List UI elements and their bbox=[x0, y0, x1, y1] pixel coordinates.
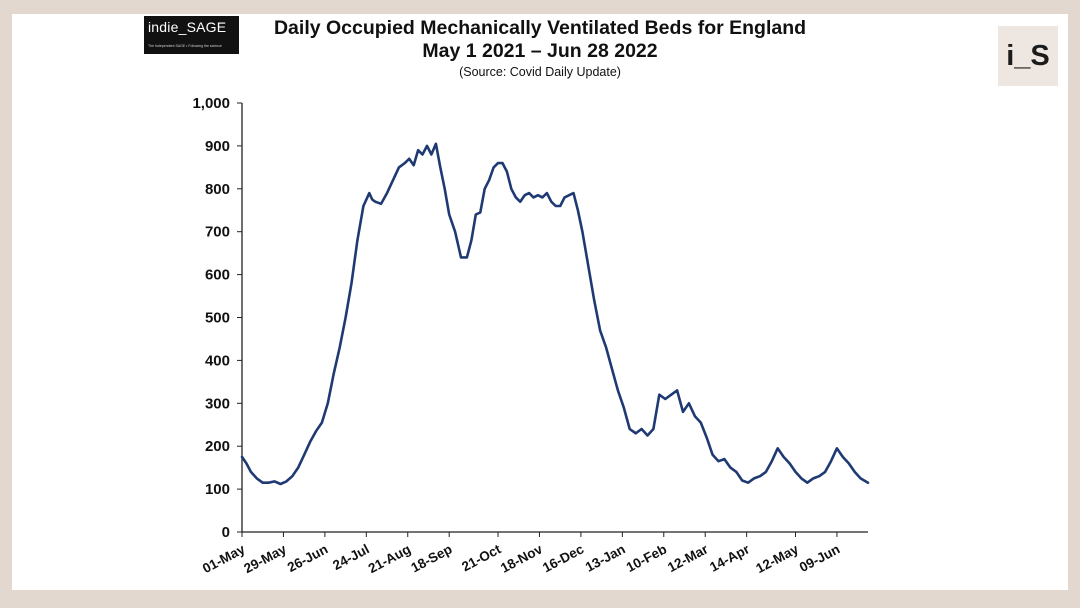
series-group bbox=[240, 142, 870, 486]
x-tick-label: 29-May bbox=[241, 541, 289, 576]
x-tick-label: 18-Sep bbox=[408, 541, 454, 575]
y-tick-label: 700 bbox=[205, 224, 230, 241]
x-tick-label: 12-Mar bbox=[665, 541, 711, 575]
x-tick-label: 14-Apr bbox=[707, 541, 752, 575]
y-tick-label: 100 bbox=[205, 481, 230, 498]
slide-panel: indie_SAGE The Independent SAGE • Follow… bbox=[12, 14, 1068, 590]
indie-sage-logo: indie_SAGE The Independent SAGE • Follow… bbox=[144, 16, 239, 54]
x-tick-label: 12-May bbox=[753, 541, 801, 576]
is-logo-text: i_S bbox=[1006, 39, 1050, 72]
x-tick-label: 21-Oct bbox=[459, 541, 504, 574]
x-tick-label: 01-May bbox=[200, 541, 248, 576]
x-tick-label: 24-Jul bbox=[330, 541, 372, 573]
x-tick-label: 13-Jan bbox=[583, 541, 628, 574]
x-tick-label: 16-Dec bbox=[540, 541, 587, 575]
y-tick-label: 500 bbox=[205, 310, 230, 327]
x-tick-label: 10-Feb bbox=[624, 541, 669, 575]
y-tick-label: 900 bbox=[205, 138, 230, 155]
y-tick-label: 1,000 bbox=[192, 95, 230, 112]
indie-sage-logo-tagline: The Independent SAGE • Following the sci… bbox=[148, 44, 222, 48]
indie-sage-logo-text: indie_SAGE bbox=[148, 19, 227, 35]
x-tick-label: 21-Aug bbox=[366, 541, 413, 576]
x-tick-label: 26-Jun bbox=[285, 541, 330, 575]
y-tick-label: 800 bbox=[205, 181, 230, 198]
y-tick-label: 0 bbox=[222, 524, 230, 541]
y-axis-ticks: 0 100 200 300 400 500 600 700 800 900 1,000 bbox=[192, 95, 242, 541]
is-logo: i_S bbox=[998, 26, 1058, 86]
axes bbox=[241, 103, 868, 533]
chart-subtitle: May 1 2021 – Jun 28 2022 bbox=[422, 40, 658, 62]
y-tick-label: 300 bbox=[205, 395, 230, 412]
series-line bbox=[240, 142, 870, 486]
y-tick-label: 200 bbox=[205, 438, 230, 455]
y-tick-label: 600 bbox=[205, 267, 230, 284]
y-tick-label: 400 bbox=[205, 352, 230, 369]
chart-title: Daily Occupied Mechanically Ventilated B… bbox=[273, 17, 807, 39]
x-tick-label: 09-Jun bbox=[797, 541, 842, 575]
x-tick-label: 18-Nov bbox=[498, 541, 545, 576]
chart-source: (Source: Covid Daily Update) bbox=[459, 65, 621, 79]
